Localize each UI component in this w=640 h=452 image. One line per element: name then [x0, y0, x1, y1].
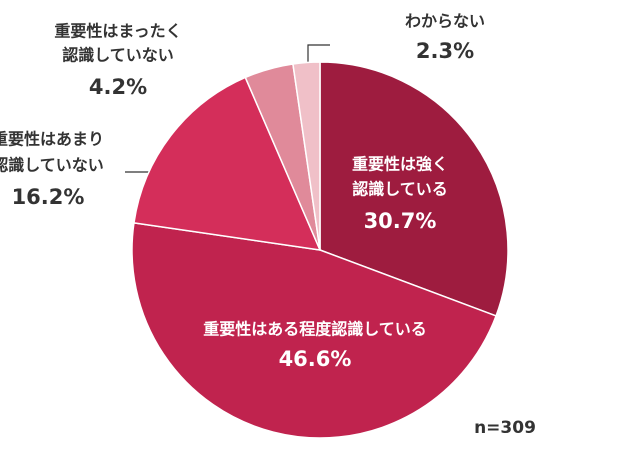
slice-label: 認識していない — [0, 156, 104, 175]
slice-label: 重要性はまったく — [54, 22, 181, 41]
value-label: 46.6% — [279, 347, 352, 371]
sample-size-note: n=309 — [474, 418, 536, 438]
slice-label: 重要性はある程度認識している — [203, 320, 427, 339]
slice-label: 重要性はあまり — [0, 130, 104, 149]
pie-slice — [133, 76, 322, 251]
slice-label: わからない — [405, 12, 485, 31]
slice-label: 重要性は強く — [352, 155, 448, 174]
value-label: 16.2% — [12, 185, 85, 209]
pie-slice — [131, 222, 498, 439]
value-label: 2.3% — [416, 39, 474, 63]
slice-label: 認識している — [352, 180, 448, 199]
pie-slice — [319, 61, 509, 317]
value-label: 4.2% — [89, 75, 147, 99]
slice-label: 認識していない — [62, 46, 174, 65]
value-label: 30.7% — [364, 209, 437, 233]
pie-slice — [292, 61, 321, 251]
